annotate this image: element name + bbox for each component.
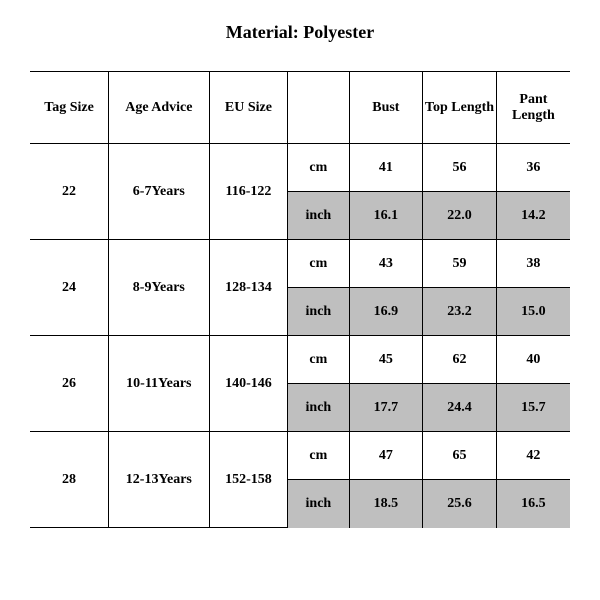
cell-pant-length-inch: 15.7	[496, 384, 570, 432]
cell-top-length-cm: 65	[423, 432, 497, 480]
table-row-cm: 22 6-7Years 116-122 cm 41 56 36	[30, 144, 570, 192]
table-body: 22 6-7Years 116-122 cm 41 56 36 inch 16.…	[30, 144, 570, 528]
cell-unit-inch: inch	[288, 288, 349, 336]
col-unit	[288, 72, 349, 144]
cell-bust-inch: 16.9	[349, 288, 423, 336]
cell-pant-length-cm: 42	[496, 432, 570, 480]
cell-pant-length-inch: 14.2	[496, 192, 570, 240]
cell-age-advice: 8-9Years	[109, 240, 210, 336]
cell-unit-cm: cm	[288, 336, 349, 384]
cell-age-advice: 6-7Years	[109, 144, 210, 240]
size-table: Tag Size Age Advice EU Size Bust Top Len…	[30, 71, 570, 528]
table-row-cm: 26 10-11Years 140-146 cm 45 62 40	[30, 336, 570, 384]
cell-bust-cm: 43	[349, 240, 423, 288]
cell-eu-size: 152-158	[209, 432, 288, 528]
cell-pant-length-inch: 16.5	[496, 480, 570, 528]
cell-pant-length-inch: 15.0	[496, 288, 570, 336]
col-bust: Bust	[349, 72, 423, 144]
cell-top-length-inch: 23.2	[423, 288, 497, 336]
cell-bust-cm: 45	[349, 336, 423, 384]
cell-unit-inch: inch	[288, 384, 349, 432]
cell-top-length-cm: 56	[423, 144, 497, 192]
cell-top-length-inch: 24.4	[423, 384, 497, 432]
cell-unit-inch: inch	[288, 192, 349, 240]
cell-pant-length-cm: 40	[496, 336, 570, 384]
cell-top-length-inch: 22.0	[423, 192, 497, 240]
cell-age-advice: 12-13Years	[109, 432, 210, 528]
cell-bust-cm: 41	[349, 144, 423, 192]
cell-unit-cm: cm	[288, 240, 349, 288]
cell-unit-cm: cm	[288, 144, 349, 192]
col-tag-size: Tag Size	[30, 72, 109, 144]
cell-top-length-inch: 25.6	[423, 480, 497, 528]
cell-bust-cm: 47	[349, 432, 423, 480]
cell-tag-size: 26	[30, 336, 109, 432]
cell-eu-size: 128-134	[209, 240, 288, 336]
cell-tag-size: 28	[30, 432, 109, 528]
cell-unit-cm: cm	[288, 432, 349, 480]
cell-top-length-cm: 62	[423, 336, 497, 384]
cell-eu-size: 116-122	[209, 144, 288, 240]
table-row-cm: 28 12-13Years 152-158 cm 47 65 42	[30, 432, 570, 480]
page-title: Material: Polyester	[30, 22, 570, 43]
table-row-cm: 24 8-9Years 128-134 cm 43 59 38	[30, 240, 570, 288]
col-top-length: Top Length	[423, 72, 497, 144]
cell-unit-inch: inch	[288, 480, 349, 528]
col-eu-size: EU Size	[209, 72, 288, 144]
cell-tag-size: 24	[30, 240, 109, 336]
cell-age-advice: 10-11Years	[109, 336, 210, 432]
table-header-row: Tag Size Age Advice EU Size Bust Top Len…	[30, 72, 570, 144]
cell-pant-length-cm: 38	[496, 240, 570, 288]
cell-bust-inch: 16.1	[349, 192, 423, 240]
sizing-chart-page: Material: Polyester Tag Size Age Advice …	[0, 0, 600, 600]
col-pant-length: Pant Length	[496, 72, 570, 144]
cell-bust-inch: 18.5	[349, 480, 423, 528]
cell-top-length-cm: 59	[423, 240, 497, 288]
cell-tag-size: 22	[30, 144, 109, 240]
cell-bust-inch: 17.7	[349, 384, 423, 432]
cell-pant-length-cm: 36	[496, 144, 570, 192]
col-age-advice: Age Advice	[109, 72, 210, 144]
cell-eu-size: 140-146	[209, 336, 288, 432]
